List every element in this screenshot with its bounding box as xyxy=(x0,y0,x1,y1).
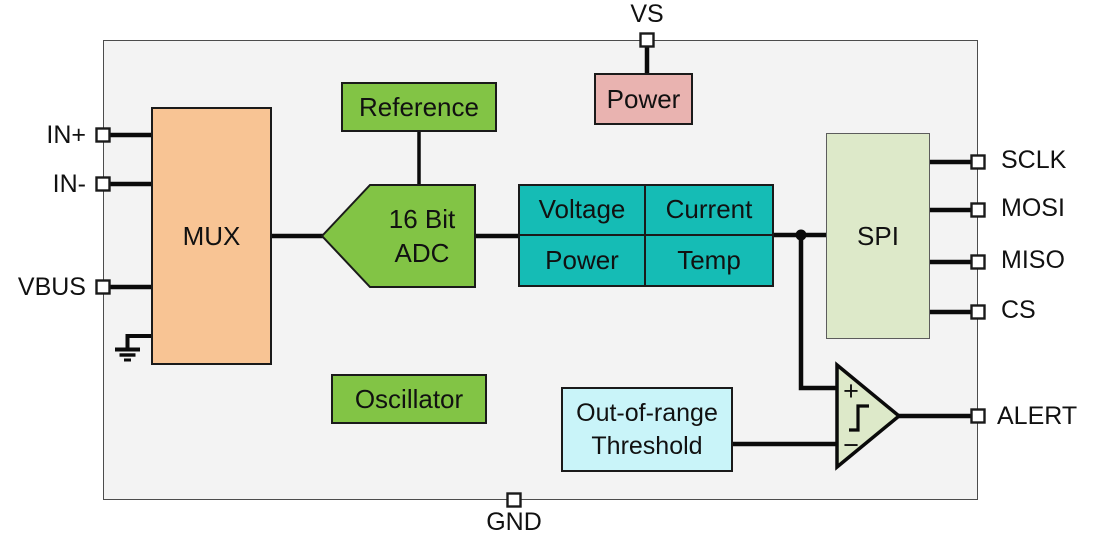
pin-label-mosi: MOSI xyxy=(1001,194,1065,222)
adc-label-line2: ADC xyxy=(394,238,450,268)
power-label: Power xyxy=(606,84,681,114)
reference-label: Reference xyxy=(359,92,479,122)
pin-label-in-minus: IN- xyxy=(52,170,86,198)
threshold-label-line2: Threshold xyxy=(591,431,703,460)
register-temp: Temp xyxy=(677,244,741,275)
oscillator-label: Oscillator xyxy=(354,384,464,414)
pin-label-vs: VS xyxy=(630,0,664,28)
adc-label-line1: 16 Bit xyxy=(388,204,456,234)
power-block: Power xyxy=(594,73,693,125)
pin-label-in-plus: IN+ xyxy=(46,121,86,149)
register-current: Current xyxy=(646,186,772,236)
reference-block: Reference xyxy=(341,82,497,132)
result-registers-block: Voltage Current Power Temp xyxy=(518,184,774,287)
mux-label: MUX xyxy=(182,221,241,251)
pin-label-alert: ALERT xyxy=(997,402,1078,430)
pin-label-cs: CS xyxy=(1001,296,1036,324)
spi-label: SPI xyxy=(857,221,899,251)
out-of-range-threshold-block: Out-of-range Threshold xyxy=(561,387,733,472)
spi-block: SPI xyxy=(826,133,930,339)
pin-label-miso: MISO xyxy=(1001,246,1065,274)
pin-label-gnd: GND xyxy=(486,508,542,536)
register-power: Power xyxy=(520,235,646,285)
pin-label-vbus: VBUS xyxy=(17,273,86,301)
mux-block: MUX xyxy=(151,107,272,365)
adc-block-label: 16 Bit ADC xyxy=(359,192,485,280)
oscillator-block: Oscillator xyxy=(331,374,487,424)
threshold-label-line1: Out-of-range xyxy=(576,398,718,427)
pin-label-sclk: SCLK xyxy=(1001,146,1067,174)
register-voltage: Voltage xyxy=(520,186,646,236)
